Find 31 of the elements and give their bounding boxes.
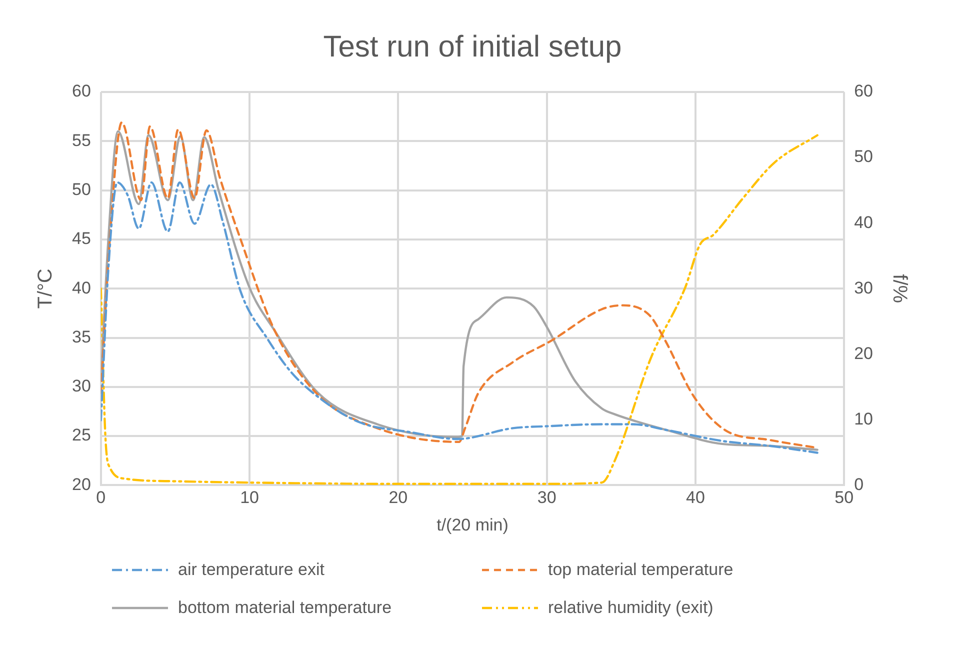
y2-tick-label: 20	[854, 344, 874, 363]
x-tick-label: 20	[388, 488, 408, 508]
x-tick-label: 30	[537, 488, 556, 508]
y-tick-label: 55	[72, 130, 91, 150]
y-tick-label: 40	[72, 278, 91, 298]
y2-tick-label: 10	[854, 409, 874, 428]
y-tick-label: 20	[72, 474, 91, 494]
y2-tick-label: 60	[854, 82, 874, 101]
y-tick-label: 30	[72, 376, 91, 396]
chart-title: Test run of initial setup	[323, 30, 622, 64]
y-tick-label: 25	[72, 426, 91, 445]
legend-label: air temperature exit	[178, 560, 324, 580]
legend-label: bottom material temperature	[178, 598, 392, 618]
y-tick-label: 45	[72, 229, 91, 248]
y-tick-label: 35	[72, 327, 91, 346]
x-tick-label: 50	[834, 488, 854, 508]
x-tick-label: 40	[686, 488, 705, 508]
y2-axis-title: f/%	[888, 274, 910, 304]
x-tick-label: 10	[240, 488, 260, 508]
y2-tick-label: 30	[854, 278, 874, 298]
line-series	[100, 181, 818, 454]
y2-tick-label: 50	[854, 147, 874, 166]
x-axis-title: t/(20 min)	[436, 515, 508, 534]
y-tick-label: 60	[72, 82, 91, 101]
legend-label: relative humidity (exit)	[548, 598, 714, 618]
y-tick-label: 50	[72, 180, 91, 199]
x-tick-label: 0	[96, 488, 106, 508]
legend-label: top material temperature	[548, 560, 734, 580]
y2-tick-label: 40	[854, 212, 874, 232]
y-axis-title: T/°C	[34, 268, 57, 309]
y2-tick-label: 0	[854, 474, 864, 494]
